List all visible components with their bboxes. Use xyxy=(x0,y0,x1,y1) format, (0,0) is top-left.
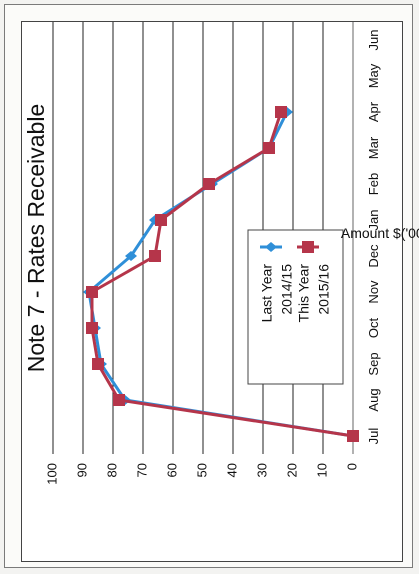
legend-label: Last Year xyxy=(259,264,275,323)
x-tick-label: Aug xyxy=(366,388,381,411)
legend-label: 2014/15 xyxy=(279,264,295,315)
y-tick-label: 90 xyxy=(74,463,89,477)
y-tick-label: 100 xyxy=(44,463,59,485)
x-tick-label: Feb xyxy=(366,173,381,195)
y-tick-label: 0 xyxy=(344,463,359,470)
x-tick-label: Jul xyxy=(366,428,381,445)
data-point xyxy=(92,358,104,370)
y-tick-label: 10 xyxy=(314,463,329,477)
y-tick-label: 20 xyxy=(284,463,299,477)
x-tick-label: Nov xyxy=(366,280,381,304)
data-point xyxy=(86,322,98,334)
legend-box xyxy=(247,229,344,385)
legend-swatch-marker xyxy=(302,241,314,253)
data-point xyxy=(149,250,161,262)
data-point xyxy=(347,430,359,442)
data-point xyxy=(203,178,215,190)
data-point xyxy=(263,142,275,154)
series-layer xyxy=(83,106,359,442)
data-point xyxy=(125,251,137,261)
axis-layer: 0 10 20 30 40 50 60 70 80 90 100 Jul Aug Sep Oct Nov Dec… xyxy=(44,22,381,485)
data-point xyxy=(155,214,167,226)
data-point xyxy=(86,286,98,298)
x-tick-label: Mar xyxy=(366,136,381,159)
y-tick-label: 70 xyxy=(134,463,149,477)
x-tick-label: Jan xyxy=(366,210,381,231)
x-tick-label: Sep xyxy=(366,352,381,375)
data-point xyxy=(113,394,125,406)
legend-item-1: Last Year 2014/15 xyxy=(259,242,295,322)
x-tick-label: Apr xyxy=(366,101,381,122)
y-tick-label: 60 xyxy=(164,463,179,477)
y-axis-label: Amount $('000s) xyxy=(341,225,419,241)
y-tick-label: 30 xyxy=(254,463,269,477)
legend-label: This Year xyxy=(296,264,312,323)
series-2-line xyxy=(90,111,354,438)
legend-swatch-marker xyxy=(265,242,277,252)
legend-item-2: This Year 2015/16 xyxy=(296,241,332,322)
chart-title: Note 7 - Rates Receivable xyxy=(23,104,49,372)
x-tick-label: Dec xyxy=(366,244,381,268)
series-2 xyxy=(86,106,359,442)
y-tick-label: 40 xyxy=(224,463,239,477)
x-tick-label: May xyxy=(366,63,381,88)
y-tick-label: 50 xyxy=(194,463,209,477)
y-tick-label: 80 xyxy=(104,463,119,477)
x-tick-label: Oct xyxy=(366,318,381,339)
legend-label: 2015/16 xyxy=(316,264,332,315)
legend: Last Year 2014/15 This Year 2015/16 xyxy=(247,229,344,385)
x-tick-label: Jun xyxy=(366,30,381,51)
data-point xyxy=(275,106,287,118)
